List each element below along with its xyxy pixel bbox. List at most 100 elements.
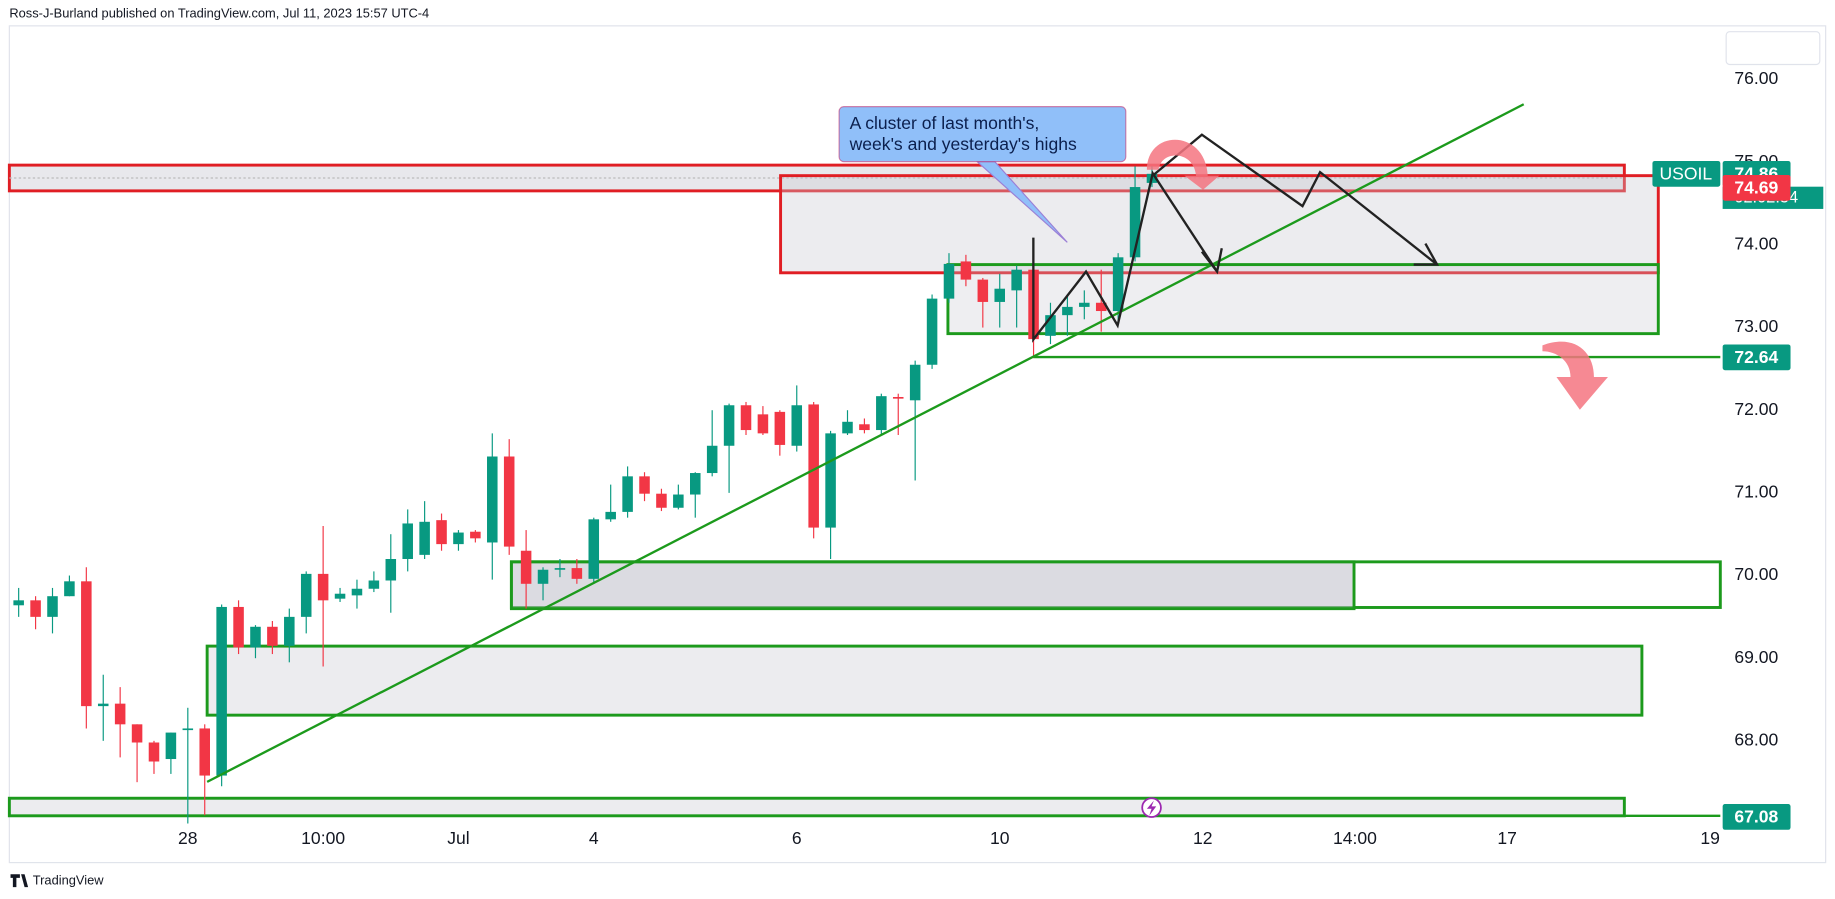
candle-body: [994, 288, 1006, 302]
y-tick-label: 74.00: [1734, 234, 1778, 254]
candle-body: [757, 414, 769, 434]
x-tick-label: 4: [589, 828, 599, 848]
candle-body: [537, 569, 549, 584]
candle-body: [689, 473, 701, 495]
footer: TradingView: [10, 873, 104, 888]
down-arrow: [1542, 341, 1608, 410]
candle-body: [554, 568, 566, 570]
price-tag-label: 74.69: [1734, 178, 1778, 198]
candle-body: [808, 404, 819, 528]
candle-body: [148, 742, 160, 762]
y-tick-label: 70.00: [1734, 564, 1778, 584]
reversal-arrow: [1146, 139, 1220, 190]
candle-body: [13, 600, 24, 606]
candle-body: [622, 476, 633, 512]
candle-body: [97, 703, 109, 707]
demand-zone: [205, 644, 1644, 717]
x-tick-label: 6: [792, 828, 802, 848]
candle-body: [131, 724, 143, 743]
candle-body: [470, 531, 481, 539]
candle-body: [859, 424, 870, 431]
demand-zone: [946, 263, 1660, 336]
candle-body: [1062, 306, 1073, 316]
candle-body: [419, 521, 430, 555]
candle-body: [1112, 257, 1124, 312]
candle-body: [588, 519, 600, 579]
candle-body: [656, 493, 667, 508]
candle-body: [453, 532, 464, 545]
callout-box: [838, 106, 1127, 163]
candle-body: [114, 703, 126, 725]
x-tick-label: 17: [1497, 828, 1517, 848]
candle-body: [487, 456, 498, 543]
price-tag-label: 72.64: [1734, 347, 1778, 367]
candle-body: [81, 581, 92, 707]
y-tick-label: 69.00: [1734, 647, 1778, 667]
symbol-tag: [1652, 160, 1721, 187]
candle-body: [740, 405, 752, 431]
projection-path: [1032, 170, 1223, 343]
candle-body: [30, 600, 41, 617]
candle-body: [300, 573, 312, 617]
candle-body: [402, 523, 413, 560]
candle-body: [436, 520, 447, 545]
demand-zone: [7, 796, 1626, 818]
candle-body: [909, 364, 921, 401]
candle-body: [926, 298, 938, 365]
candles: [13, 166, 1158, 824]
candle-body: [977, 279, 989, 302]
demand-zone: [509, 560, 1356, 611]
candle-body: [1079, 302, 1090, 307]
x-tick-label: Jul: [447, 828, 469, 848]
candle-body: [673, 494, 684, 508]
candle-body: [571, 568, 583, 579]
y-tick-label: 71.00: [1734, 482, 1778, 502]
candle-body: [791, 405, 803, 446]
overlays: A cluster of last month's, week's and ye…: [206, 103, 1608, 818]
candle-body: [1011, 269, 1022, 291]
y-tick-label: 68.00: [1734, 729, 1778, 749]
candle-body: [1095, 302, 1107, 312]
candle-body: [317, 573, 329, 601]
price-tag: [1722, 804, 1791, 830]
x-tick-label: 12: [1193, 828, 1213, 848]
candle-body: [267, 626, 278, 646]
candle-body: [368, 580, 380, 589]
candle-body: [334, 593, 346, 599]
candle-body: [503, 456, 515, 547]
drawings: [7, 163, 1722, 818]
callout-text: week's and yesterday's highs: [849, 134, 1077, 154]
candle-body: [47, 596, 58, 617]
candle-body: [876, 396, 887, 431]
x-tick-label: 28: [178, 828, 198, 848]
candle-body: [199, 728, 210, 776]
candle-body: [1045, 315, 1056, 336]
candle-body: [385, 559, 397, 581]
candle-body: [605, 511, 616, 520]
x-tick-label: 10:00: [301, 828, 345, 848]
candle-body: [892, 396, 904, 399]
footer-text: TradingView: [33, 873, 104, 888]
symbol-label: USOIL: [1659, 164, 1712, 184]
callout-text: A cluster of last month's,: [850, 113, 1040, 133]
logo: [10, 874, 29, 888]
axes: 76.0075.0074.0073.0072.0071.0070.0069.00…: [178, 68, 1824, 848]
x-tick-label: 10: [990, 828, 1010, 848]
candle-body: [165, 732, 177, 760]
candle-body: [1129, 187, 1141, 258]
x-tick-label: 19: [1700, 828, 1720, 848]
candle-body: [351, 588, 363, 596]
candle-body: [233, 606, 244, 648]
candle-body: [706, 445, 718, 474]
candle-body: [943, 263, 955, 299]
price-tag-label: 67.08: [1734, 807, 1778, 827]
x-tick-label: 14:00: [1333, 828, 1377, 848]
candle-body: [960, 261, 972, 280]
trendline: [206, 103, 1525, 783]
candle-body: [182, 728, 194, 731]
y-tick-label: 76.00: [1734, 68, 1778, 88]
y-tick-label: 72.00: [1734, 399, 1778, 419]
candle-body: [520, 550, 532, 584]
y-tick-label: 73.00: [1734, 316, 1778, 336]
candle-body: [774, 411, 786, 445]
